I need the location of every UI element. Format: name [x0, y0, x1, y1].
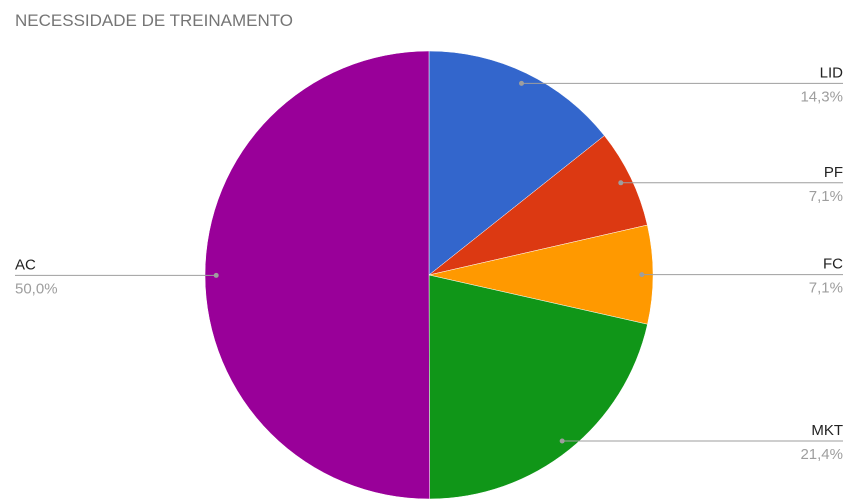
- slice-value-label: 14,3%: [800, 88, 843, 105]
- slice-label: AC: [15, 256, 36, 273]
- pie-slice: [428, 50, 605, 276]
- slice-label: MKT: [811, 422, 843, 439]
- pie-slice: [428, 135, 648, 276]
- leader-dot: [519, 80, 525, 86]
- slice-value-label: 7,1%: [809, 188, 843, 205]
- leader-dot: [618, 180, 624, 186]
- slice-label: FC: [823, 256, 843, 273]
- chart-title: NECESSIDADE DE TREINAMENTO: [15, 11, 293, 30]
- pie-slice: [204, 50, 430, 499]
- slice-value-label: 7,1%: [809, 280, 843, 297]
- slice-value-label: 50,0%: [15, 280, 58, 297]
- slice-label: LID: [820, 64, 844, 81]
- leader-dot: [639, 272, 645, 278]
- leader-dot: [213, 272, 219, 278]
- slice-value-label: 21,4%: [800, 446, 843, 463]
- slice-label: PF: [824, 164, 843, 181]
- leader-dot: [559, 438, 565, 444]
- pie-slice: [428, 274, 648, 499]
